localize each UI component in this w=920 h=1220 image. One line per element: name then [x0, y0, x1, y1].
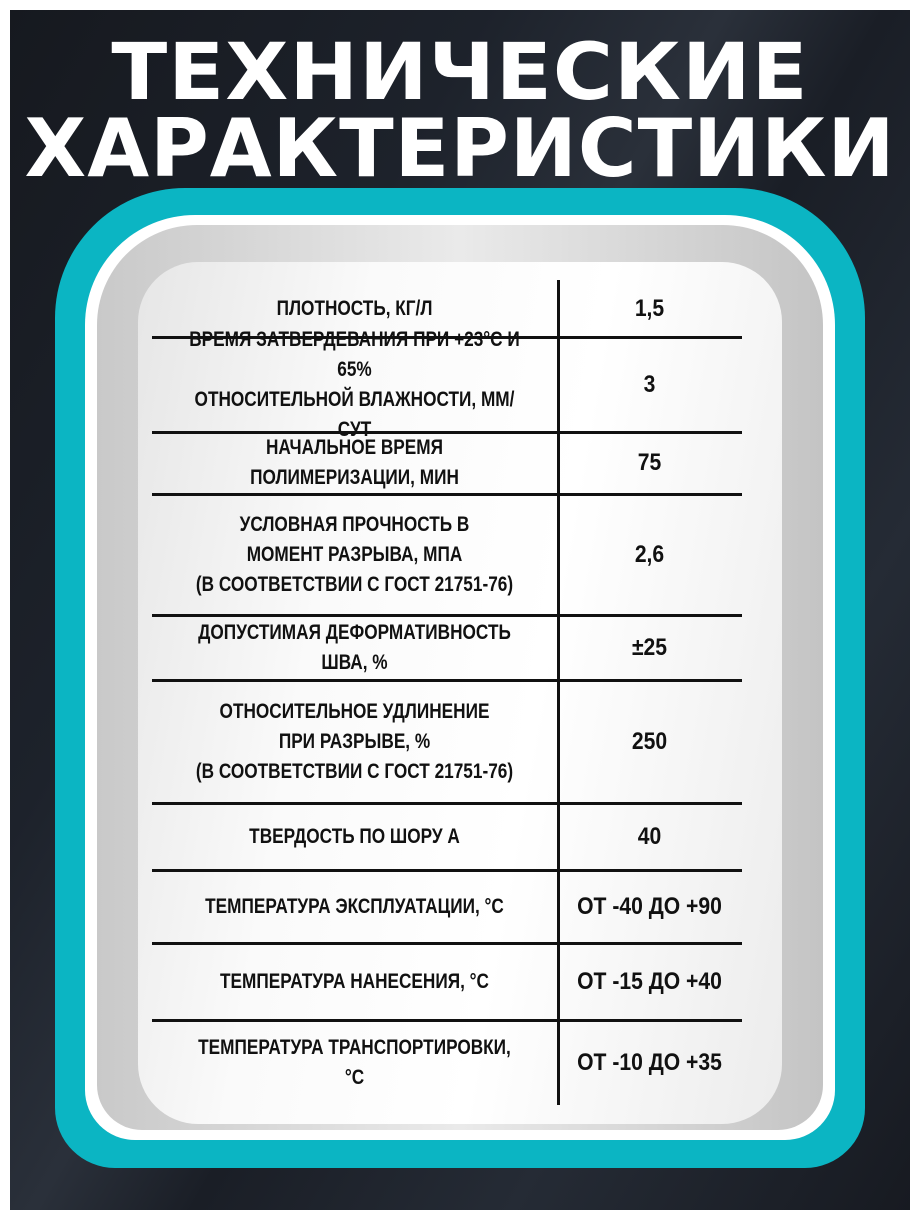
spec-label: ТЕМПЕРАТУРА НАНЕСЕНИЯ, °С: [220, 969, 489, 993]
spec-label: ТВЕРДОСТЬ ПО ШОРУ А: [249, 824, 460, 848]
spec-row: ТВЕРДОСТЬ ПО ШОРУ А 40: [152, 803, 742, 870]
spec-label: УСЛОВНАЯ ПРОЧНОСТЬ В МОМЕНТ РАЗРЫВА, МПА…: [195, 512, 514, 596]
spec-label: ТЕМПЕРАТУРА ЭКСПЛУАТАЦИИ, °С: [205, 894, 504, 918]
spec-row: ПЛОТНОСТЬ, КГ/Л 1,5: [152, 280, 742, 337]
spec-value: 1,5: [634, 294, 665, 322]
spec-value: 250: [631, 727, 668, 755]
spec-value: ОТ -10 ДО +35: [577, 1048, 722, 1076]
row-divider: [152, 942, 742, 945]
specs-card: [138, 262, 782, 1124]
row-divider: [152, 802, 742, 805]
spec-row: ТЕМПЕРАТУРА ТРАНСПОРТИРОВКИ, °С ОТ -10 ДО…: [152, 1020, 742, 1105]
row-divider: [152, 431, 742, 434]
spec-value: 2,6: [634, 540, 665, 568]
spec-row: УСЛОВНАЯ ПРОЧНОСТЬ В МОМЕНТ РАЗРЫВА, МПА…: [152, 494, 742, 615]
row-divider: [152, 869, 742, 872]
spec-label: ПЛОТНОСТЬ, КГ/Л: [276, 296, 433, 320]
title-line-1: ТЕХНИЧЕСКИЕ: [111, 28, 809, 118]
row-divider: [152, 679, 742, 682]
spec-label: ТЕМПЕРАТУРА ТРАНСПОРТИРОВКИ, °С: [198, 1035, 511, 1089]
spec-row: НАЧАЛЬНОЕ ВРЕМЯ ПОЛИМЕРИЗАЦИИ, МИН 75: [152, 432, 742, 494]
spec-value: 3: [643, 370, 656, 398]
spec-row: ТЕМПЕРАТУРА ЭКСПЛУАТАЦИИ, °С ОТ -40 ДО +9…: [152, 870, 742, 943]
column-divider: [557, 280, 560, 1105]
title-line-2: ХАРАКТЕРИСТИКИ: [24, 102, 896, 195]
spec-row: ОТНОСИТЕЛЬНОЕ УДЛИНЕНИЕ ПРИ РАЗРЫВЕ, % (…: [152, 680, 742, 803]
spec-row: ВРЕМЯ ЗАТВЕРДЕВАНИЯ ПРИ +23°С И 65% ОТНО…: [152, 328, 742, 441]
spec-value: ±25: [631, 633, 668, 661]
spec-row: ТЕМПЕРАТУРА НАНЕСЕНИЯ, °С ОТ -15 ДО +40: [152, 943, 742, 1020]
spec-label: ДОПУСТИМАЯ ДЕФОРМАТИВНОСТЬ ШВА, %: [198, 620, 511, 674]
spec-value: ОТ -15 ДО +40: [577, 967, 722, 995]
row-divider: [152, 493, 742, 496]
spec-value: 40: [637, 822, 662, 850]
spec-value: ОТ -40 ДО +90: [577, 892, 722, 920]
spec-label: ОТНОСИТЕЛЬНОЕ УДЛИНЕНИЕ ПРИ РАЗРЫВЕ, % (…: [195, 699, 514, 783]
spec-row: ДОПУСТИМАЯ ДЕФОРМАТИВНОСТЬ ШВА, % ±25: [152, 615, 742, 680]
spec-value: 75: [637, 449, 662, 476]
spec-label: ВРЕМЯ ЗАТВЕРДЕВАНИЯ ПРИ +23°С И 65% ОТНО…: [189, 327, 520, 441]
row-divider: [152, 336, 742, 339]
spec-label: НАЧАЛЬНОЕ ВРЕМЯ ПОЛИМЕРИЗАЦИИ, МИН: [250, 436, 459, 489]
row-divider: [152, 1019, 742, 1022]
row-divider: [152, 614, 742, 617]
